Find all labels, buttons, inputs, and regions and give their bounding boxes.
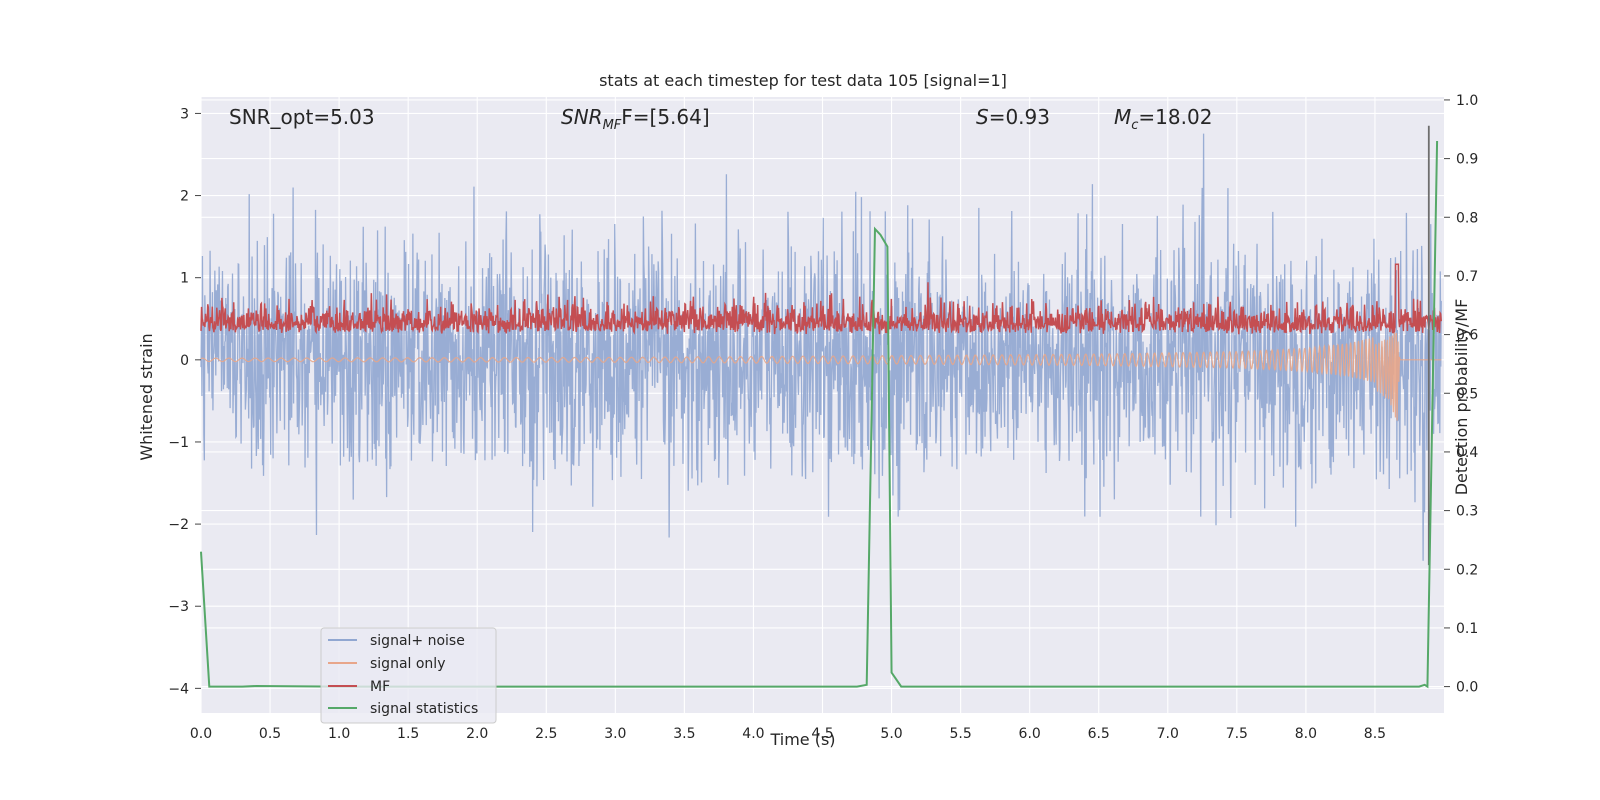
yr-tick-9: 0.1 [1456, 621, 1478, 637]
x-tick-labels: 0.0 0.5 1.0 1.5 2.0 2.5 3.0 3.5 4.0 4.5 5.0 5.5 6.0 6… [190, 726, 1386, 742]
series-signal-statistics [200, 140, 1439, 689]
x-tick-6: 3.0 [604, 726, 626, 742]
yl-tick-1: 2 [180, 189, 189, 205]
x-tick-13: 6.5 [1088, 726, 1110, 742]
chart-title: stats at each timestep for test data 105… [599, 71, 1007, 90]
yl-tick-0: 3 [180, 106, 189, 122]
legend-label-signal-statistics: signal statistics [370, 701, 478, 717]
x-axis-label: Time (s) [769, 730, 835, 749]
x-tick-1: 0.5 [259, 726, 281, 742]
annotation-snr-opt: SNR_opt=5.03 [229, 105, 375, 129]
x-tick-8: 4.0 [742, 726, 764, 742]
yl-tick-2: 1 [180, 271, 189, 287]
legend-label-signal-plus-noise: signal+ noise [370, 633, 465, 649]
y-left-tick-labels: 3 2 1 0 −1 −2 −3 −4 [168, 106, 201, 697]
y-right-tick-labels: 1.0 0.9 0.8 0.7 0.6 0.5 0.4 0.3 0.2 0.1 0.0 [1444, 93, 1478, 696]
annotation-mc-base: M [1114, 105, 1131, 129]
annotation-snr-mf: SNRMFF=[5.64] [561, 105, 710, 133]
x-tick-16: 8.0 [1295, 726, 1317, 742]
yl-tick-6: −3 [168, 599, 189, 615]
annotation-s-base: S [976, 105, 989, 129]
plot-area [200, 97, 1444, 713]
yr-tick-1: 0.9 [1456, 152, 1478, 168]
yr-tick-2: 0.8 [1456, 210, 1478, 226]
annotation-s-rest: =0.93 [989, 105, 1050, 129]
series-signal-only [200, 330, 1442, 421]
yr-tick-6: 0.4 [1456, 445, 1478, 461]
x-tick-0: 0.0 [190, 726, 212, 742]
series-mf [200, 263, 1442, 335]
annotation-mc: Mc=18.02 [1114, 105, 1212, 133]
yr-tick-10: 0.0 [1456, 680, 1478, 696]
yr-tick-8: 0.2 [1456, 562, 1478, 578]
line-signal-only [200, 330, 1442, 421]
legend-label-signal-only: signal only [370, 656, 445, 672]
annotation-snr-mf-rest: F=[5.64] [621, 105, 709, 129]
x-tick-12: 6.0 [1019, 726, 1041, 742]
yr-tick-7: 0.3 [1456, 504, 1478, 520]
yr-tick-5: 0.5 [1456, 386, 1478, 402]
y-right-axis-label: Detection probability/MF [1452, 299, 1471, 496]
legend: signal+ noise signal only MF signal stat… [320, 627, 497, 724]
annotation-mc-sub: c [1131, 118, 1138, 133]
yr-tick-4: 0.6 [1456, 328, 1478, 344]
x-tick-2: 1.0 [328, 726, 350, 742]
series-signal-plus-noise [200, 133, 1442, 561]
x-tick-15: 7.5 [1226, 726, 1248, 742]
x-tick-3: 1.5 [397, 726, 419, 742]
x-tick-11: 5.5 [949, 726, 971, 742]
x-tick-14: 7.0 [1157, 726, 1179, 742]
x-tick-17: 8.5 [1364, 726, 1386, 742]
annotation-snr-mf-base: SNR [561, 105, 603, 129]
line-mf [200, 263, 1442, 335]
yr-tick-0: 1.0 [1456, 93, 1478, 109]
y-left-axis-label: Whitened strain [137, 333, 156, 460]
x-tick-9: 4.5 [811, 726, 833, 742]
yl-tick-3: 0 [180, 353, 189, 369]
annotation-snr-mf-sub: MF [603, 118, 622, 133]
x-tick-5: 2.5 [535, 726, 557, 742]
line-signal-plus-noise [200, 133, 1442, 561]
yr-tick-3: 0.7 [1456, 269, 1478, 285]
x-tick-4: 2.0 [466, 726, 488, 742]
x-tick-7: 3.5 [673, 726, 695, 742]
x-tick-10: 5.0 [880, 726, 902, 742]
annotation-mc-rest: =18.02 [1138, 105, 1212, 129]
legend-label-mf: MF [370, 679, 390, 695]
annotation-s: S=0.93 [976, 105, 1050, 129]
yl-tick-4: −1 [168, 435, 189, 451]
yl-tick-5: −2 [168, 517, 189, 533]
line-signal-statistics [200, 140, 1439, 689]
yl-tick-7: −4 [168, 681, 189, 697]
legend-frame [320, 627, 497, 724]
